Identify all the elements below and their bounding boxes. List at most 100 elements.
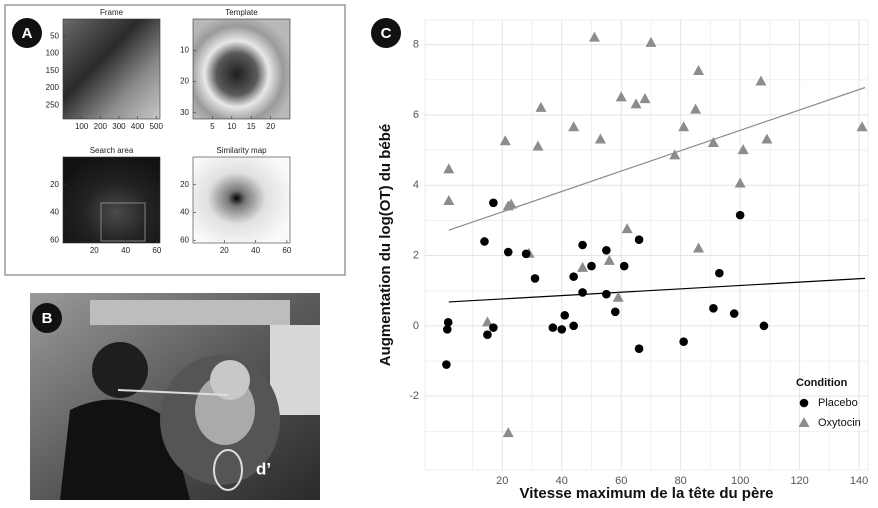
y-tick-label: 200 bbox=[46, 83, 60, 92]
y-tick-label: 0 bbox=[413, 320, 419, 332]
x-tick-label: 20 bbox=[266, 122, 275, 131]
x-tick-label: 400 bbox=[131, 122, 145, 131]
y-tick-label: 150 bbox=[46, 66, 60, 75]
point bbox=[481, 316, 493, 327]
y-tick-label: 2 bbox=[413, 249, 419, 261]
image bbox=[192, 18, 291, 120]
point bbox=[610, 307, 620, 317]
point bbox=[588, 31, 600, 42]
x-tick-label: 20 bbox=[496, 475, 508, 487]
x-tick-label: 60 bbox=[615, 475, 627, 487]
point bbox=[560, 311, 570, 320]
x-tick-label: 120 bbox=[790, 475, 808, 487]
legend-marker bbox=[798, 417, 810, 427]
subplot-title: Template bbox=[225, 8, 258, 17]
y-tick-label: 50 bbox=[50, 31, 59, 40]
point bbox=[587, 261, 596, 271]
point bbox=[443, 195, 455, 206]
panel-letter: B bbox=[42, 310, 53, 327]
y-tick-label: 100 bbox=[46, 49, 60, 58]
point bbox=[577, 261, 589, 272]
x-tick-label: 300 bbox=[112, 122, 126, 131]
point bbox=[442, 325, 452, 334]
point bbox=[602, 245, 611, 255]
y-tick-label: 250 bbox=[46, 100, 60, 109]
point bbox=[755, 75, 767, 86]
x-tick-label: 40 bbox=[556, 475, 568, 487]
y-tick-label: 20 bbox=[180, 77, 189, 86]
panel-letter: C bbox=[381, 25, 392, 42]
point bbox=[603, 254, 615, 265]
x-axis-title: Vitesse maximum de la tête du père bbox=[520, 485, 774, 502]
x-tick-label: 80 bbox=[675, 475, 687, 487]
point bbox=[729, 309, 739, 318]
x-tick-label: 140 bbox=[850, 475, 868, 487]
y-tick-label: 10 bbox=[180, 45, 189, 54]
y-axis-title: Augmentation du log(OT) du bébé bbox=[377, 124, 394, 366]
image bbox=[192, 156, 291, 244]
point bbox=[715, 268, 724, 278]
point bbox=[443, 163, 455, 174]
y-tick-label: 20 bbox=[50, 180, 59, 189]
point bbox=[679, 337, 688, 346]
point bbox=[621, 223, 633, 234]
y-tick-label: 40 bbox=[50, 208, 59, 217]
point bbox=[690, 103, 702, 114]
photo bbox=[30, 293, 320, 500]
y-tick-label: 6 bbox=[413, 109, 419, 121]
fit-line bbox=[448, 277, 866, 303]
x-tick-label: 100 bbox=[75, 122, 89, 131]
x-tick-label: 5 bbox=[210, 122, 215, 131]
y-tick-label: 8 bbox=[413, 39, 419, 51]
y-tick-label: 4 bbox=[413, 179, 419, 191]
point bbox=[612, 291, 624, 302]
point bbox=[535, 101, 547, 112]
point bbox=[678, 121, 690, 132]
panel-label-b: B bbox=[32, 303, 62, 333]
image bbox=[62, 156, 161, 244]
y-tick-label: 60 bbox=[50, 235, 59, 244]
y-tick-label: 20 bbox=[180, 180, 189, 189]
point bbox=[530, 274, 540, 283]
point bbox=[502, 427, 514, 438]
point bbox=[442, 360, 451, 369]
point bbox=[557, 325, 567, 334]
point bbox=[568, 121, 580, 132]
subplot-title: Frame bbox=[100, 8, 124, 17]
point bbox=[707, 137, 719, 148]
subplot-title: Similarity map bbox=[216, 146, 267, 155]
y-tick-label: 40 bbox=[180, 208, 189, 217]
point bbox=[669, 149, 681, 160]
point bbox=[548, 323, 558, 332]
point bbox=[709, 303, 718, 313]
x-tick-label: 20 bbox=[90, 246, 99, 255]
search-window bbox=[100, 202, 146, 242]
point bbox=[499, 135, 511, 146]
photo-annotation: d’ bbox=[256, 459, 271, 478]
x-tick-label: 60 bbox=[152, 246, 161, 255]
point bbox=[761, 133, 773, 144]
point bbox=[693, 242, 705, 253]
point bbox=[856, 121, 868, 132]
point bbox=[489, 323, 498, 332]
point bbox=[634, 235, 644, 245]
plot-area bbox=[424, 19, 869, 471]
x-tick-label: 60 bbox=[282, 246, 291, 255]
point bbox=[578, 240, 587, 250]
legend-label: Oxytocin bbox=[818, 417, 861, 429]
point bbox=[532, 140, 544, 151]
point bbox=[443, 318, 453, 327]
y-tick-label: 60 bbox=[180, 235, 189, 244]
point bbox=[569, 272, 578, 281]
point bbox=[737, 144, 749, 155]
point bbox=[569, 321, 578, 331]
panel-letter: A bbox=[22, 25, 33, 42]
point bbox=[480, 237, 489, 246]
x-tick-label: 200 bbox=[94, 122, 108, 131]
point bbox=[735, 210, 745, 220]
point bbox=[505, 198, 517, 209]
x-tick-label: 500 bbox=[150, 122, 164, 131]
point bbox=[645, 36, 657, 47]
y-tick-label: 30 bbox=[180, 108, 189, 117]
